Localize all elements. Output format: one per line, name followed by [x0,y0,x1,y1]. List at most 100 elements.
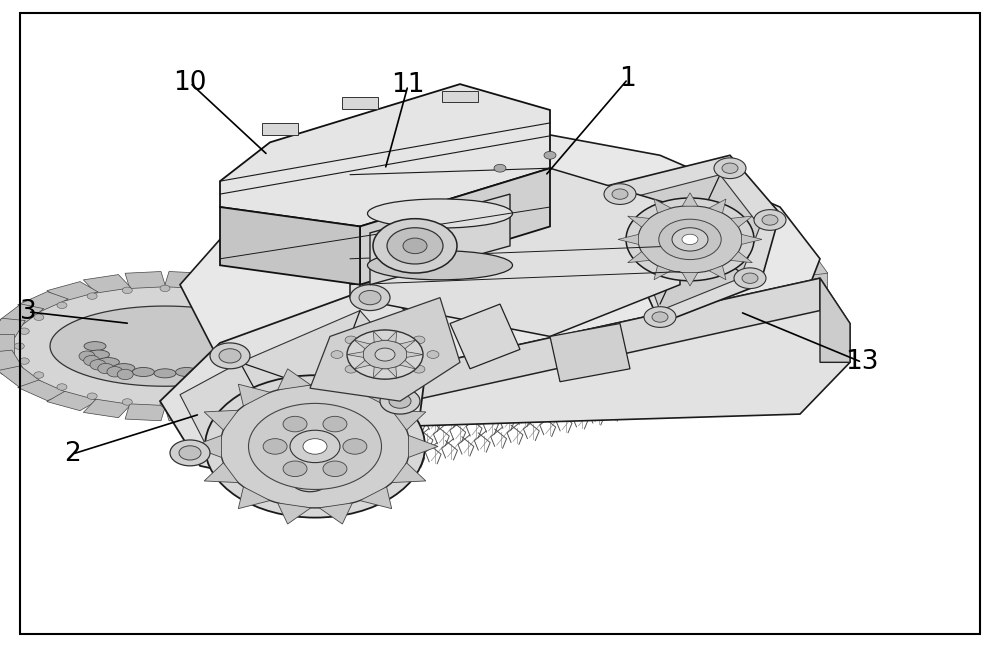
Circle shape [122,399,132,405]
Polygon shape [199,399,247,418]
Polygon shape [164,272,205,289]
Polygon shape [305,350,342,374]
Polygon shape [180,129,820,414]
Circle shape [34,314,44,320]
Polygon shape [595,246,775,317]
Ellipse shape [97,358,119,367]
Polygon shape [720,325,760,340]
Circle shape [179,446,201,460]
Polygon shape [18,380,68,400]
Polygon shape [400,340,416,349]
Circle shape [638,206,742,273]
Polygon shape [610,223,650,238]
Polygon shape [10,285,320,408]
Circle shape [233,393,243,399]
Circle shape [283,416,307,432]
Circle shape [170,440,210,466]
Polygon shape [204,410,238,430]
Polygon shape [199,274,247,293]
Circle shape [290,430,340,463]
Circle shape [19,358,29,364]
Polygon shape [360,168,550,285]
Polygon shape [83,274,131,293]
Circle shape [644,307,676,327]
Circle shape [350,285,390,311]
Polygon shape [278,369,311,390]
Circle shape [626,198,754,281]
Polygon shape [380,278,820,408]
Polygon shape [731,216,752,227]
Circle shape [19,328,29,334]
Circle shape [714,158,746,179]
Polygon shape [286,304,332,326]
Circle shape [604,184,636,204]
Polygon shape [542,256,574,276]
Circle shape [612,189,628,199]
Polygon shape [807,272,827,291]
Polygon shape [649,330,683,344]
Polygon shape [750,230,793,247]
Polygon shape [238,487,270,509]
Polygon shape [164,404,205,421]
Polygon shape [542,287,574,307]
Polygon shape [347,352,363,357]
Circle shape [263,384,273,390]
Circle shape [345,366,357,373]
Polygon shape [373,331,382,342]
Ellipse shape [132,367,154,377]
Polygon shape [50,306,280,386]
Circle shape [233,293,243,300]
Circle shape [343,439,367,454]
Circle shape [494,164,506,172]
Circle shape [659,219,721,259]
Text: 11: 11 [391,72,425,98]
Circle shape [363,340,407,369]
Ellipse shape [176,367,198,377]
Circle shape [286,372,296,378]
Polygon shape [316,334,340,358]
Ellipse shape [195,364,217,373]
Circle shape [90,360,106,370]
Circle shape [544,151,556,159]
Polygon shape [125,272,166,289]
Polygon shape [192,435,222,457]
Circle shape [301,328,311,334]
Circle shape [403,238,427,254]
Circle shape [198,287,208,294]
Polygon shape [392,463,426,483]
Polygon shape [360,487,392,509]
Polygon shape [0,366,44,388]
Circle shape [160,400,170,407]
Polygon shape [550,324,630,382]
Polygon shape [220,207,360,285]
Polygon shape [0,318,25,342]
Polygon shape [618,234,639,245]
Circle shape [672,228,708,251]
Polygon shape [47,281,98,301]
Circle shape [754,210,786,230]
Polygon shape [796,256,828,276]
Polygon shape [319,369,352,390]
Polygon shape [220,84,550,226]
Circle shape [98,364,114,374]
Polygon shape [709,199,726,213]
Circle shape [301,358,311,364]
Circle shape [389,394,411,408]
Circle shape [286,314,296,320]
Polygon shape [0,304,44,326]
Polygon shape [554,242,594,260]
Circle shape [283,461,307,477]
Circle shape [107,367,123,377]
Polygon shape [388,367,397,378]
Polygon shape [319,503,352,524]
Polygon shape [600,155,780,324]
Polygon shape [204,463,238,483]
Circle shape [263,439,287,454]
Polygon shape [278,503,311,524]
Text: 10: 10 [173,70,207,96]
Circle shape [57,302,67,309]
Polygon shape [286,366,332,388]
Circle shape [734,268,766,289]
Polygon shape [342,97,378,109]
Circle shape [682,234,698,245]
